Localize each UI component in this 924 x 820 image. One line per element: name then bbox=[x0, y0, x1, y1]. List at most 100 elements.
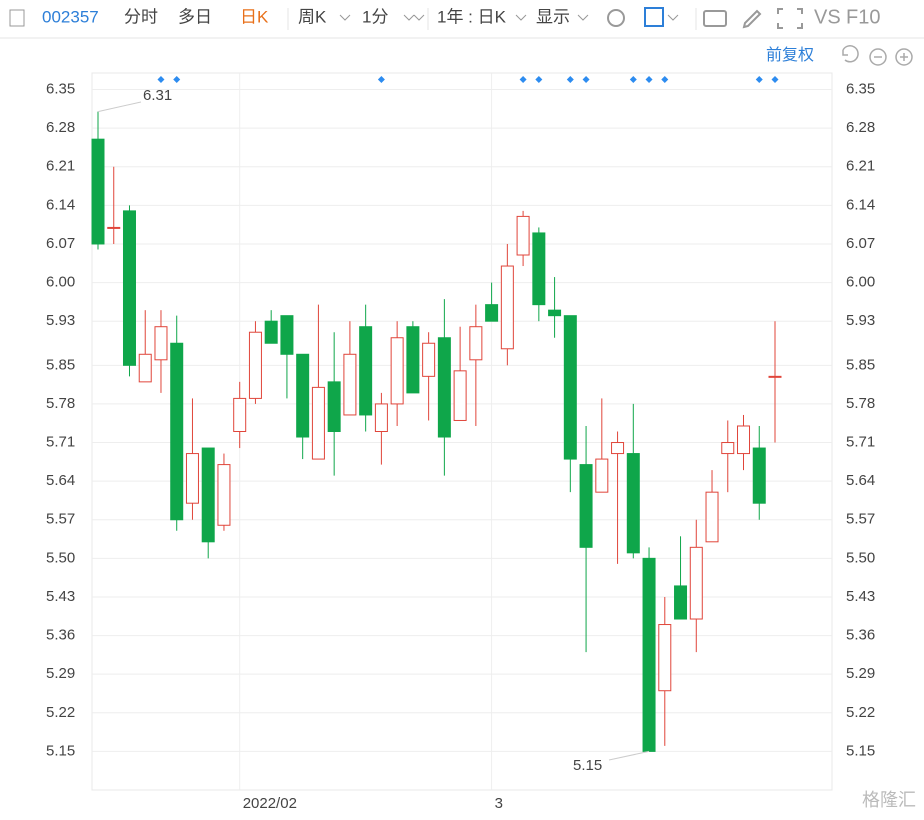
x-tick-label: 3 bbox=[495, 795, 503, 812]
y-tick-label: 6.21 bbox=[46, 158, 75, 175]
y-tick-label-right: 6.28 bbox=[846, 119, 875, 136]
event-marker bbox=[661, 76, 669, 83]
candle-body bbox=[642, 557, 656, 752]
vs-button[interactable]: VS bbox=[814, 6, 841, 28]
candle-body bbox=[422, 342, 436, 377]
candle-body bbox=[658, 624, 672, 692]
candle-body bbox=[437, 337, 451, 438]
event-marker bbox=[173, 76, 181, 83]
candle-body bbox=[485, 304, 499, 322]
event-marker bbox=[566, 76, 574, 83]
fullscreen-icon[interactable] bbox=[777, 8, 803, 29]
y-tick-label: 5.29 bbox=[46, 665, 75, 682]
candle-body bbox=[453, 370, 467, 421]
event-marker bbox=[582, 76, 590, 83]
draw-icon[interactable] bbox=[742, 9, 762, 29]
y-tick-label: 5.57 bbox=[46, 511, 75, 528]
y-tick-label-right: 5.50 bbox=[846, 549, 875, 566]
tab[interactable]: 1分 bbox=[362, 7, 388, 26]
tab[interactable]: 多日 bbox=[178, 7, 212, 26]
candle-body bbox=[469, 326, 483, 361]
candle-body bbox=[674, 585, 688, 620]
zoom-out[interactable] bbox=[869, 48, 887, 66]
y-tick-label: 5.50 bbox=[46, 549, 75, 566]
tab-active[interactable]: 日K bbox=[240, 7, 269, 26]
tab[interactable]: 显示 bbox=[536, 7, 570, 26]
y-tick-label: 6.35 bbox=[46, 81, 75, 98]
toolbar bbox=[0, 0, 924, 38]
annotation-leader bbox=[97, 101, 142, 113]
y-tick-label-right: 5.43 bbox=[846, 588, 875, 605]
annotation: 5.15 bbox=[573, 757, 602, 774]
event-marker bbox=[645, 76, 653, 83]
tab[interactable]: 周K bbox=[298, 7, 327, 26]
zoom-in[interactable] bbox=[895, 48, 913, 66]
event-marker bbox=[535, 76, 543, 83]
panel-toggle[interactable] bbox=[9, 9, 25, 27]
candle-body bbox=[374, 403, 388, 432]
event-marker bbox=[377, 76, 385, 83]
candle-body bbox=[248, 331, 262, 399]
y-tick-label: 6.00 bbox=[46, 274, 75, 291]
annotation: 6.31 bbox=[143, 87, 172, 104]
y-tick-label: 5.85 bbox=[46, 356, 75, 373]
candle-body bbox=[563, 315, 577, 460]
color-icon[interactable] bbox=[644, 7, 664, 27]
y-tick-label-right: 5.93 bbox=[846, 312, 875, 329]
y-tick-label-right: 5.71 bbox=[846, 433, 875, 450]
candle-body bbox=[122, 210, 136, 366]
candle-body bbox=[280, 315, 294, 355]
y-tick-label: 5.43 bbox=[46, 588, 75, 605]
candle-body bbox=[579, 464, 593, 548]
candle-body bbox=[752, 447, 766, 504]
candle-body bbox=[91, 138, 105, 245]
y-tick-label-right: 5.22 bbox=[846, 704, 875, 721]
candle-body bbox=[516, 215, 530, 256]
candle-body bbox=[327, 381, 341, 433]
y-tick-label: 5.93 bbox=[46, 312, 75, 329]
candle-body bbox=[154, 326, 168, 361]
event-marker bbox=[629, 76, 637, 83]
y-tick-label-right: 5.57 bbox=[846, 511, 875, 528]
y-tick-label-right: 6.35 bbox=[846, 81, 875, 98]
settings-icon[interactable] bbox=[607, 9, 625, 27]
y-tick-label-right: 6.07 bbox=[846, 235, 875, 252]
event-marker bbox=[519, 76, 527, 83]
candle-body bbox=[626, 453, 640, 554]
annotation-leader bbox=[608, 750, 650, 761]
candle-body bbox=[532, 232, 546, 306]
camera-icon[interactable] bbox=[703, 10, 727, 27]
tab[interactable]: 1年 : 日K bbox=[437, 7, 507, 26]
reset-icon[interactable] bbox=[842, 45, 859, 63]
candle-body bbox=[689, 546, 703, 620]
y-tick-label: 6.07 bbox=[46, 235, 75, 252]
zoom-in-icon bbox=[900, 53, 908, 61]
y-tick-label: 6.28 bbox=[46, 119, 75, 136]
candle-body bbox=[233, 397, 247, 432]
y-tick-label-right: 5.85 bbox=[846, 356, 875, 373]
y-tick-label-right: 5.36 bbox=[846, 627, 875, 644]
adjust-mode[interactable]: 前复权 bbox=[766, 46, 814, 64]
candle-body bbox=[406, 326, 420, 394]
candle-body bbox=[311, 386, 325, 460]
candle-body bbox=[390, 337, 404, 405]
y-tick-label-right: 5.29 bbox=[846, 665, 875, 682]
candle-body bbox=[595, 458, 609, 493]
y-tick-label: 6.14 bbox=[46, 196, 75, 213]
x-tick-label: 2022/02 bbox=[243, 795, 297, 812]
f10-button[interactable]: F10 bbox=[846, 6, 880, 28]
candle-body bbox=[343, 353, 357, 416]
event-marker bbox=[157, 76, 165, 83]
watermark: 格隆汇 bbox=[862, 790, 916, 810]
stock-code[interactable]: 002357 bbox=[42, 7, 99, 26]
y-tick-label-right: 5.64 bbox=[846, 472, 875, 489]
y-tick-label: 5.71 bbox=[46, 433, 75, 450]
tab[interactable]: 分时 bbox=[124, 7, 158, 26]
y-tick-label-right: 6.14 bbox=[846, 196, 875, 213]
candle-body bbox=[217, 464, 231, 526]
candle-body bbox=[548, 309, 562, 317]
candle-body bbox=[737, 425, 751, 455]
y-tick-label-right: 5.78 bbox=[846, 395, 875, 412]
